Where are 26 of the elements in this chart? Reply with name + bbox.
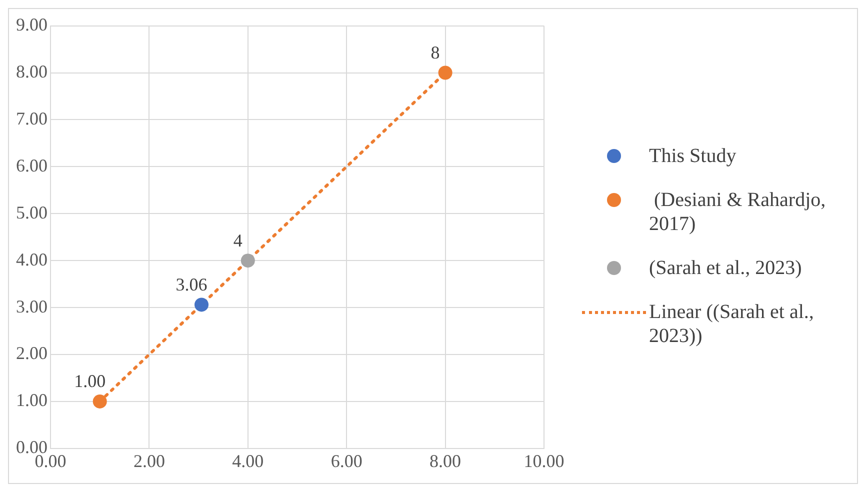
point	[92, 394, 107, 408]
data-label: 8	[430, 42, 440, 62]
point	[194, 298, 209, 312]
y-tick-label: 6.00	[16, 155, 48, 176]
legend-label: (Desiani & Rahardjo, 2017)	[649, 188, 827, 236]
y-tick-label: 7.00	[16, 108, 48, 128]
x-tick-label: 2.00	[133, 450, 165, 471]
legend-label: (Sarah et al., 2023)	[649, 256, 803, 280]
point	[438, 66, 452, 80]
data-label: 4	[233, 230, 242, 250]
y-tick-label: 4.00	[16, 249, 48, 270]
data-label: 3.06	[176, 274, 208, 294]
data-label: 1.00	[74, 371, 106, 392]
legend-label: This Study	[649, 144, 738, 168]
x-tick-label: 10.00	[524, 450, 564, 471]
y-tick-label: 3.00	[16, 296, 48, 316]
y-tick-label: 8.00	[16, 61, 48, 82]
y-tick-label: 1.00	[16, 390, 48, 410]
x-tick-label: 4.00	[232, 450, 264, 471]
y-tick-label: 9.00	[16, 14, 48, 35]
legend-label: Linear ((Sarah et al., 2023))	[649, 300, 815, 348]
x-tick-label: 6.00	[330, 450, 362, 471]
y-tick-label: 2.00	[16, 343, 48, 364]
x-tick-label: 8.00	[430, 450, 462, 471]
point	[240, 254, 255, 268]
y-tick-label: 5.00	[16, 202, 48, 222]
